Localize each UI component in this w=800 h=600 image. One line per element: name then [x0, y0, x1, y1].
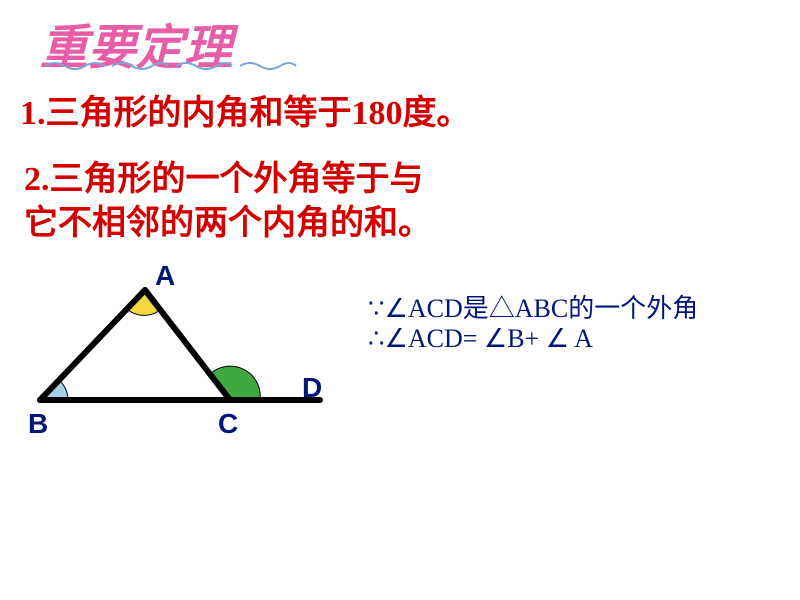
proof-line-1: ∵∠ACD是△ABC的一个外角 [368, 288, 698, 325]
scribble-3 [176, 63, 232, 69]
theorem-2-line1: 2.三角形的一个外角等于与 [24, 158, 432, 202]
theorem-1: 1.三角形的内角和等于180度。 [20, 92, 471, 136]
triangle-diagram [20, 270, 340, 440]
proof-line-2: ∴∠ACD= ∠B+ ∠ A [368, 324, 593, 354]
side-ac [145, 290, 230, 400]
title-underline [40, 58, 300, 76]
label-a: A [155, 260, 175, 292]
label-b: B [28, 408, 48, 440]
theorem-1-text: 1.三角形的内角和等于180度。 [20, 95, 471, 132]
scribble-4 [240, 63, 296, 69]
scribble-1 [45, 63, 105, 69]
scribble-2 [112, 63, 168, 69]
side-ab [40, 290, 145, 400]
label-c: C [218, 408, 238, 440]
theorem-2: 2.三角形的一个外角等于与 它不相邻的两个内角的和。 [24, 158, 432, 246]
label-d: D [302, 372, 322, 404]
theorem-2-line2: 它不相邻的两个内角的和。 [24, 202, 432, 246]
